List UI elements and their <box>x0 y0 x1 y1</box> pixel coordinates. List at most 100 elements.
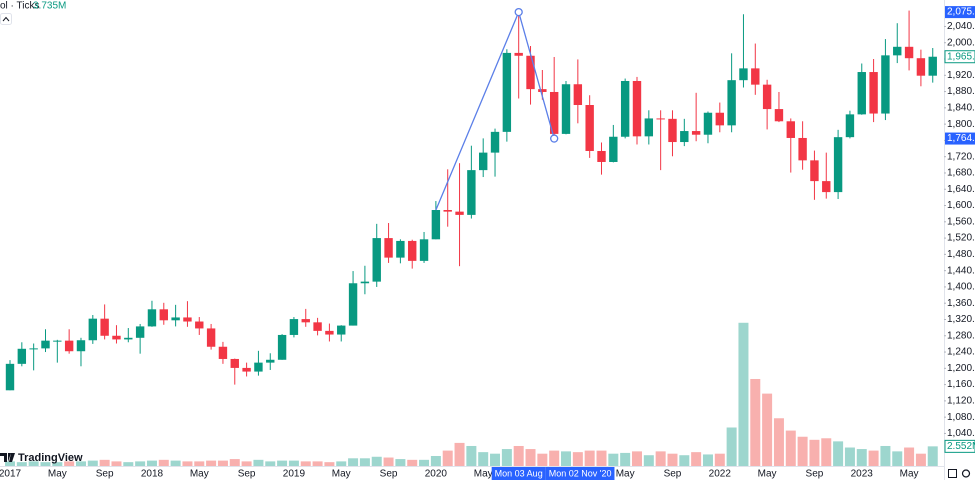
y-tick-label: 1,600.000 <box>947 200 975 211</box>
x-tick-label: 2023 <box>851 469 874 480</box>
candle-body <box>254 362 263 372</box>
collapse-button[interactable] <box>0 13 12 25</box>
candle-body <box>609 136 618 162</box>
candle-body <box>419 239 429 261</box>
candle-body <box>124 337 133 340</box>
volume-bar <box>584 450 595 466</box>
volume-bar <box>726 427 737 466</box>
volume-bar <box>702 454 713 466</box>
gear-icon[interactable] <box>961 469 971 478</box>
volume-bar <box>241 461 252 466</box>
candle-body <box>17 348 27 364</box>
candle-body <box>76 340 86 352</box>
volume-label-bg <box>944 439 975 453</box>
candle-body <box>786 121 795 138</box>
volume-bar <box>868 450 879 466</box>
volume-bar <box>419 459 430 466</box>
volume-bar <box>596 450 607 466</box>
candle-body <box>301 319 310 323</box>
volume-bar <box>277 460 288 466</box>
volume-bar <box>229 459 240 466</box>
candle-body <box>869 72 878 114</box>
candle-body <box>53 340 62 342</box>
candle-body <box>384 238 393 258</box>
volume-bar <box>655 451 666 466</box>
y-tick-label: 1,120.000 <box>947 396 975 407</box>
volume-bar <box>430 455 441 466</box>
volume-bar <box>904 447 915 466</box>
chevron-icon[interactable] <box>2 16 10 22</box>
y-tick-label: 1,360.000 <box>947 298 975 309</box>
volume-bar <box>620 452 631 466</box>
volume-bar <box>714 453 725 466</box>
candle-body <box>88 318 98 341</box>
x-tick-label: Sep <box>664 469 682 480</box>
x-tick-label: 2017 <box>0 469 22 480</box>
x-tick-label: May <box>48 469 67 480</box>
volume-bar <box>454 442 465 466</box>
price-label-bg <box>945 132 975 145</box>
y-tick-label: 1,520.000 <box>947 233 975 244</box>
volume-bar <box>631 451 642 466</box>
y-tick-label: 1,720.000 <box>947 151 975 162</box>
volume-bar <box>336 461 347 466</box>
x-tick-label: 2019 <box>283 469 306 480</box>
y-tick-label: 1,800.000 <box>947 119 975 130</box>
volume-bar <box>915 453 926 466</box>
volume-bar <box>359 458 370 466</box>
x-tick-label: Sep <box>380 469 398 480</box>
y-tick-label: 1,480.000 <box>947 249 975 260</box>
price-label: 1,764.570 <box>947 133 975 144</box>
candle-body <box>206 328 216 347</box>
volume-bar <box>383 457 394 466</box>
volume-bar <box>288 460 299 466</box>
volume-bar <box>75 461 86 466</box>
volume-bar <box>87 460 98 466</box>
volume-bar <box>217 460 228 466</box>
candle-body <box>715 112 724 126</box>
candle-body <box>893 46 902 56</box>
candle-body <box>632 80 642 137</box>
volume-value: 3.735M <box>33 1 66 12</box>
volume-bar <box>549 450 560 466</box>
candle-body <box>171 317 180 321</box>
y-tick-label: 1,920.000 <box>947 70 975 81</box>
volume-bar <box>312 461 323 466</box>
y-tick-label: 1,080.000 <box>947 412 975 423</box>
candle-body <box>490 131 500 153</box>
x-tick-label: 2022 <box>709 469 732 480</box>
volume-bar <box>28 461 39 466</box>
volume-bar <box>99 459 110 466</box>
candle-body <box>479 152 488 171</box>
volume-bar <box>324 462 335 466</box>
volume-bar <box>123 462 134 466</box>
settings-icons[interactable] <box>948 469 971 478</box>
candle-body <box>739 68 748 81</box>
x-tick-label: Sep <box>96 469 114 480</box>
y-tick-label: 2,040.000 <box>947 21 975 32</box>
candle-body <box>195 321 204 329</box>
candle-body <box>597 150 606 162</box>
volume-bar <box>643 455 654 466</box>
candle-body <box>561 84 571 134</box>
candle-body <box>644 118 654 137</box>
x-tick-label: May <box>900 469 919 480</box>
candle-body <box>810 160 819 182</box>
scale-button[interactable] <box>948 469 957 478</box>
button-frame[interactable] <box>0 13 12 25</box>
candle-body <box>100 318 109 336</box>
volume-bar <box>158 459 169 466</box>
candle-body <box>538 89 547 92</box>
volume-bar <box>16 462 27 466</box>
candle-body <box>514 52 523 56</box>
volume-bar <box>821 438 832 466</box>
candle-body <box>916 58 926 76</box>
x-tick-label: May <box>758 469 777 480</box>
drawing-handle <box>550 134 559 143</box>
price-label-bg <box>945 6 975 19</box>
volume-bar <box>762 393 773 466</box>
candle-body <box>798 137 807 161</box>
